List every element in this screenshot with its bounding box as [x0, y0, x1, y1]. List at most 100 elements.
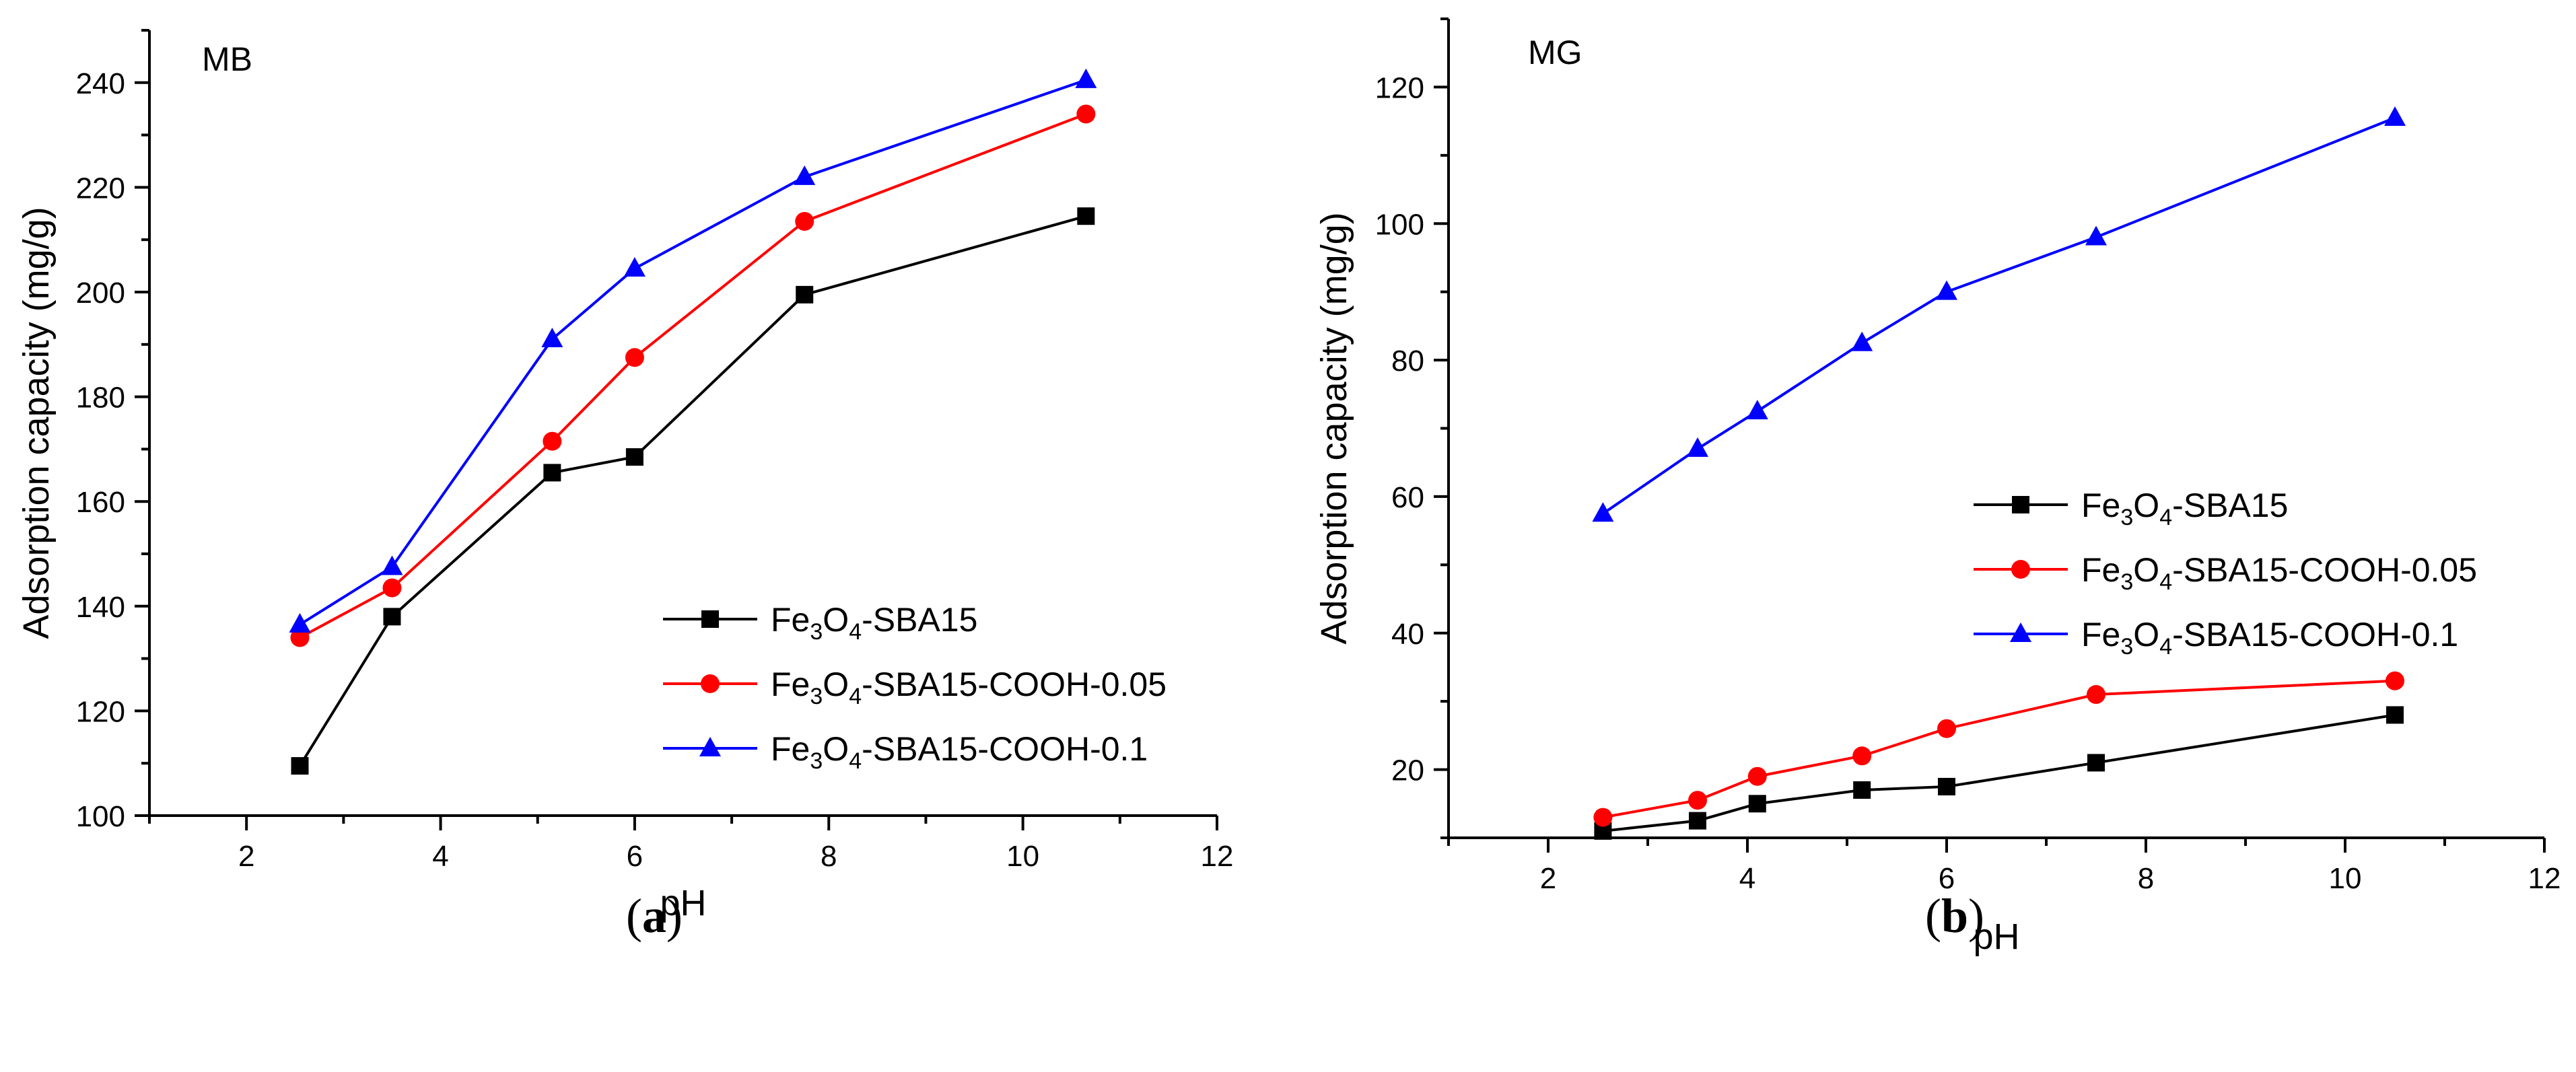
caption-paren-close: ) [1968, 889, 1984, 943]
data-point [1937, 719, 1956, 738]
data-point [1936, 280, 1957, 300]
legend-subscript: 4 [2159, 569, 2172, 595]
caption-letter: a [642, 889, 666, 943]
legend-text-part: -SBA15 [862, 601, 977, 639]
panel-caption: (b) [1925, 889, 1984, 943]
legend: Fe3O4-SBA15Fe3O4-SBA15-COOH-0.05Fe3O4-SB… [663, 601, 1167, 774]
series-line [299, 79, 1087, 626]
series-line [1603, 713, 2396, 832]
y-tick-label: 240 [76, 67, 125, 100]
data-point [1746, 400, 1768, 420]
panel-title: MB [202, 40, 252, 78]
legend-marker [2010, 622, 2031, 642]
data-point [382, 578, 402, 598]
legend-subscript: 3 [2120, 634, 2133, 659]
data-point [1689, 812, 1706, 830]
x-tick-label: 12 [2528, 862, 2561, 895]
y-tick-label: 160 [76, 486, 125, 519]
data-point [1076, 104, 1096, 124]
legend-text-part: -SBA15-COOH-0.1 [2172, 616, 2458, 653]
data-point [1851, 331, 1873, 351]
legend-label: Fe3O4-SBA15-COOH-0.1 [771, 730, 1148, 774]
x-tick-label: 10 [2329, 862, 2362, 895]
legend-text-part: O [2133, 487, 2159, 524]
y-tick-label: 200 [76, 277, 125, 310]
data-point [2386, 706, 2404, 724]
caption-letter: b [1941, 889, 1968, 943]
data-point [1077, 207, 1095, 225]
legend-text-part: Fe [771, 601, 810, 639]
x-tick-label: 2 [238, 840, 254, 873]
chart-panel-b: 2 4 6 8 10 12 20 40 60 80 100 120 pH Adsorption capac… [1314, 17, 2561, 957]
data-point [1075, 68, 1097, 88]
legend-text-part: -SBA15-COOH-0.1 [862, 730, 1148, 768]
data-point [290, 628, 310, 647]
series-line [1602, 116, 2396, 515]
x-tick-label: 2 [1540, 862, 1556, 895]
data-point [1747, 766, 1767, 786]
data-point [2384, 106, 2406, 127]
data-point [795, 211, 814, 231]
y-tick-label: 80 [1391, 345, 1424, 378]
data-point [381, 555, 403, 575]
data-point [543, 464, 561, 482]
x-tick-label: 12 [1201, 840, 1234, 873]
caption-paren-close: ) [666, 889, 683, 943]
series-line [1603, 679, 2396, 819]
y-tick-label: 20 [1391, 754, 1424, 787]
data-point [1938, 777, 1955, 795]
series-line [298, 215, 1086, 767]
legend-label: Fe3O4-SBA15-COOH-0.05 [2081, 551, 2477, 595]
x-tick-label: 4 [432, 840, 448, 873]
legend-text-part: Fe [771, 730, 810, 768]
legend-subscript: 4 [849, 619, 862, 645]
y-tick-label: 140 [76, 591, 125, 624]
x-tick-label: 4 [1739, 862, 1755, 895]
legend-subscript: 4 [849, 684, 862, 709]
legend-marker [2011, 560, 2030, 579]
data-point [1687, 437, 1708, 457]
y-tick-label: 120 [1375, 71, 1424, 104]
data-point [1688, 791, 1707, 810]
data-point [794, 165, 816, 185]
legend-text-part: O [2133, 551, 2159, 589]
legend-subscript: 4 [849, 748, 862, 774]
caption-paren-open: ( [626, 889, 642, 943]
data-point [1748, 795, 1766, 813]
legend-text-part: Fe [2081, 551, 2120, 589]
data-point [2386, 671, 2404, 690]
x-tick-label: 8 [821, 840, 837, 873]
data-point [291, 757, 309, 775]
legend-marker [699, 737, 721, 756]
legend-subscript: 4 [2159, 634, 2172, 659]
data-point [289, 613, 311, 633]
x-tick-label: 6 [627, 840, 643, 873]
data-point [1592, 502, 1614, 522]
data-point [625, 448, 643, 466]
legend-label: Fe3O4-SBA15-COOH-0.1 [2081, 616, 2458, 659]
chart-panel-a: 2 4 6 8 10 12 100 120 140 160 180 200 220 240 pH Adsorp… [16, 29, 1234, 943]
legend-marker [2012, 496, 2029, 513]
data-point [625, 348, 644, 367]
y-tick-label: 180 [76, 382, 125, 415]
y-tick-label: 60 [1391, 481, 1424, 514]
legend-subscript: 3 [2120, 505, 2133, 530]
y-tick-label: 40 [1391, 618, 1424, 651]
x-axis-title: pH [1973, 917, 2019, 957]
data-point [796, 285, 814, 303]
legend-text-part: O [823, 666, 849, 703]
data-point [1853, 781, 1871, 799]
data-point [2087, 754, 2105, 772]
legend-subscript: 4 [2159, 505, 2172, 530]
data-point [1593, 808, 1613, 827]
legend-marker [701, 674, 720, 693]
data-point [623, 256, 646, 277]
legend-text-part: Fe [771, 666, 810, 703]
legend-text-part: O [823, 730, 849, 768]
data-point [383, 608, 401, 626]
data-point [541, 328, 563, 348]
data-point [2087, 685, 2105, 705]
legend-text-part: -SBA15-COOH-0.05 [2172, 551, 2477, 589]
legend-subscript: 3 [810, 619, 823, 645]
legend-text-part: Fe [2081, 487, 2120, 524]
